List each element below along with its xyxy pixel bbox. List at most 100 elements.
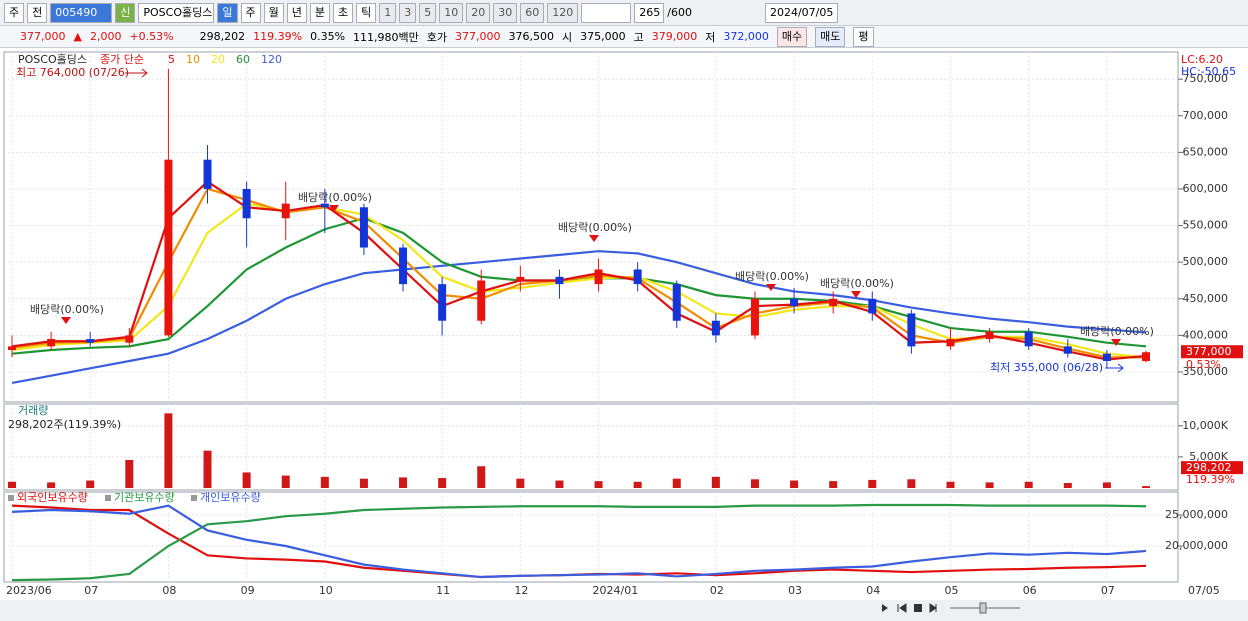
combo[interactable] bbox=[581, 2, 632, 23]
btn-period[interactable]: 초 bbox=[333, 2, 354, 23]
x-tick-label: 2023/06 bbox=[6, 584, 52, 597]
volume-bar bbox=[359, 478, 368, 488]
x-tick-label: 11 bbox=[436, 584, 450, 597]
lc-label: LC:6.20 bbox=[1181, 53, 1223, 66]
volume-bar bbox=[594, 481, 603, 488]
legend-swatch bbox=[105, 495, 111, 501]
change-pct: +0.53% bbox=[129, 30, 174, 43]
btn-interval[interactable]: 3 bbox=[399, 2, 417, 23]
volume-bar bbox=[790, 480, 799, 488]
volume-bar bbox=[516, 478, 525, 488]
volume-bar bbox=[125, 460, 134, 488]
ma-line bbox=[11, 187, 1146, 359]
code-input[interactable]: 005490 bbox=[50, 2, 113, 23]
volume-panel bbox=[3, 403, 1179, 491]
ma-line bbox=[11, 217, 1147, 355]
btn-avg[interactable]: 평 bbox=[853, 26, 874, 47]
candle-body bbox=[164, 159, 173, 336]
btn-interval[interactable]: 20 bbox=[466, 2, 491, 23]
count[interactable]: 265 bbox=[634, 2, 665, 23]
x-tick-label: 2024/01 bbox=[593, 584, 639, 597]
btn-buy[interactable]: 매수 bbox=[776, 26, 808, 47]
amount: 111,980백만 bbox=[353, 30, 419, 44]
candle-body bbox=[86, 339, 95, 343]
btn-period[interactable]: 분 bbox=[309, 2, 330, 23]
x-tick-label: 09 bbox=[241, 584, 255, 597]
annotation: 배당락(0.00%) bbox=[1080, 325, 1154, 338]
open: 375,000 bbox=[580, 30, 626, 43]
candle-body bbox=[438, 284, 447, 321]
holding-line bbox=[11, 503, 1147, 582]
volume-bar bbox=[868, 479, 877, 488]
volume-bar bbox=[281, 475, 290, 488]
y-tick-label: 400,000 bbox=[1183, 328, 1229, 341]
annotation: 배당락(0.00%) bbox=[30, 303, 104, 316]
candle-body bbox=[750, 298, 759, 336]
y-tick-label: 5,000K bbox=[1189, 450, 1228, 463]
candle-body bbox=[516, 276, 525, 281]
btn-prev[interactable]: 전 bbox=[27, 2, 48, 23]
btn-interval[interactable]: 60 bbox=[520, 2, 545, 23]
high-note: 최고 764,000 (07/26) bbox=[16, 66, 129, 79]
volume-bar bbox=[477, 466, 486, 488]
btn-interval[interactable]: 10 bbox=[439, 2, 464, 23]
btn-period[interactable]: 일 bbox=[217, 2, 238, 23]
x-tick-label: 08 bbox=[162, 584, 176, 597]
annotation: 배당락(0.00%) bbox=[558, 221, 632, 234]
volume-bar bbox=[711, 476, 720, 488]
legend-label: 10 bbox=[186, 53, 200, 66]
candle-body bbox=[1142, 352, 1150, 362]
btn-interval[interactable]: 1 bbox=[379, 2, 397, 23]
volume-bar bbox=[633, 481, 642, 488]
candle-body bbox=[790, 298, 799, 307]
btn-period[interactable]: 틱 bbox=[356, 2, 377, 23]
btn-period[interactable]: 월 bbox=[263, 2, 284, 23]
volume-bar bbox=[555, 480, 564, 488]
volume-bar bbox=[242, 472, 251, 488]
annotation: 배당락(0.00%) bbox=[820, 277, 894, 290]
btn-sell[interactable]: 매도 bbox=[815, 26, 846, 47]
annotation-marker bbox=[329, 205, 339, 212]
last-date: 07/05 bbox=[1188, 584, 1220, 597]
y-tick-label: 750,000 bbox=[1183, 72, 1229, 85]
date-input[interactable]: 2024/07/05 bbox=[764, 2, 839, 23]
volume-bar bbox=[438, 478, 447, 488]
btn-new[interactable]: 신 bbox=[115, 2, 136, 23]
btn-interval[interactable]: 30 bbox=[493, 2, 518, 23]
price-panel bbox=[3, 51, 1179, 403]
y-tick-label: 600,000 bbox=[1183, 182, 1229, 195]
legend-label: 기관보유수량 bbox=[114, 491, 175, 504]
btn-period[interactable]: 년 bbox=[286, 2, 307, 23]
btn-interval[interactable]: 5 bbox=[419, 2, 437, 23]
candle-body bbox=[985, 331, 994, 340]
low-note: 최저 355,000 (06/28) bbox=[990, 361, 1103, 374]
x-tick-label: 05 bbox=[944, 584, 958, 597]
legend-label: 5 bbox=[168, 53, 175, 66]
volume-bar bbox=[1102, 482, 1111, 488]
candle-body bbox=[242, 188, 251, 219]
stock-name[interactable]: POSCO홀딩스 bbox=[138, 2, 215, 23]
btn-market[interactable]: 주 bbox=[4, 2, 25, 23]
x-tick-label: 02 bbox=[710, 584, 724, 597]
btn-period[interactable]: 주 bbox=[240, 2, 261, 23]
panel-title: POSCO홀딩스 bbox=[18, 53, 87, 66]
ask-label: 호가 bbox=[426, 30, 448, 44]
annotation-marker bbox=[766, 284, 776, 291]
bottom-bar bbox=[0, 600, 1248, 621]
holding-panel bbox=[3, 491, 1179, 583]
volume: 298,202 bbox=[199, 30, 246, 43]
change: 2,000 bbox=[89, 30, 122, 43]
volume-bar bbox=[907, 479, 916, 488]
candle-body bbox=[1102, 353, 1111, 362]
ma-label: 종가 단순 bbox=[100, 53, 144, 66]
legend-label: 20 bbox=[211, 53, 225, 66]
volume-marker-label: 298,202 bbox=[1186, 461, 1232, 474]
btn-interval[interactable]: 120 bbox=[547, 2, 579, 23]
y-tick-label: 550,000 bbox=[1183, 219, 1229, 232]
x-tick-label: 10 bbox=[319, 584, 333, 597]
volume-bar bbox=[86, 480, 95, 488]
high-label: 고 bbox=[633, 30, 644, 44]
candle-body bbox=[399, 247, 408, 285]
